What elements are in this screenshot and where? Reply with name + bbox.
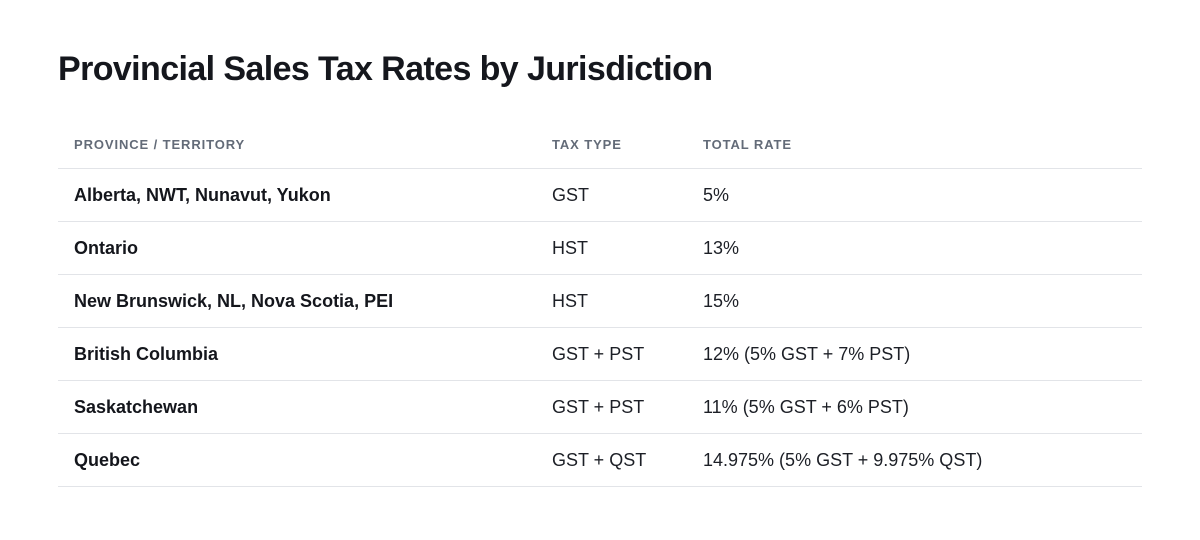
table-row: Ontario HST 13% [58, 221, 1142, 275]
total-rate-cell: 5% [687, 168, 1142, 222]
tax-type-cell: GST + PST [536, 380, 687, 434]
province-cell: New Brunswick, NL, Nova Scotia, PEI [58, 274, 536, 328]
province-cell: Alberta, NWT, Nunavut, Yukon [58, 168, 536, 222]
total-rate-cell: 11% (5% GST + 6% PST) [687, 380, 1142, 434]
total-rate-cell: 12% (5% GST + 7% PST) [687, 327, 1142, 381]
tax-type-cell: GST + PST [536, 327, 687, 381]
table-header: PROVINCE / TERRITORY TAX TYPE TOTAL RATE [58, 120, 1142, 169]
tax-type-cell: GST + QST [536, 433, 687, 487]
table-row: Saskatchewan GST + PST 11% (5% GST + 6% … [58, 380, 1142, 434]
total-rate-cell: 15% [687, 274, 1142, 328]
table-row: British Columbia GST + PST 12% (5% GST +… [58, 327, 1142, 381]
total-rate-cell: 14.975% (5% GST + 9.975% QST) [687, 433, 1142, 487]
total-rate-cell: 13% [687, 221, 1142, 275]
column-header-total-rate: TOTAL RATE [687, 120, 1142, 169]
column-header-province: PROVINCE / TERRITORY [58, 120, 536, 169]
page-title: Provincial Sales Tax Rates by Jurisdicti… [58, 50, 713, 88]
tax-type-cell: GST [536, 168, 687, 222]
table-header-row: PROVINCE / TERRITORY TAX TYPE TOTAL RATE [58, 120, 1142, 169]
tax-type-cell: HST [536, 221, 687, 275]
province-cell: Quebec [58, 433, 536, 487]
table-body: Alberta, NWT, Nunavut, Yukon GST 5% Onta… [58, 168, 1142, 487]
column-header-tax-type: TAX TYPE [536, 120, 687, 169]
table-row: New Brunswick, NL, Nova Scotia, PEI HST … [58, 274, 1142, 328]
table-row: Quebec GST + QST 14.975% (5% GST + 9.975… [58, 433, 1142, 487]
tax-type-cell: HST [536, 274, 687, 328]
province-cell: British Columbia [58, 327, 536, 381]
table-row: Alberta, NWT, Nunavut, Yukon GST 5% [58, 168, 1142, 222]
tax-rates-table: PROVINCE / TERRITORY TAX TYPE TOTAL RATE… [58, 120, 1142, 487]
province-cell: Ontario [58, 221, 536, 275]
province-cell: Saskatchewan [58, 380, 536, 434]
